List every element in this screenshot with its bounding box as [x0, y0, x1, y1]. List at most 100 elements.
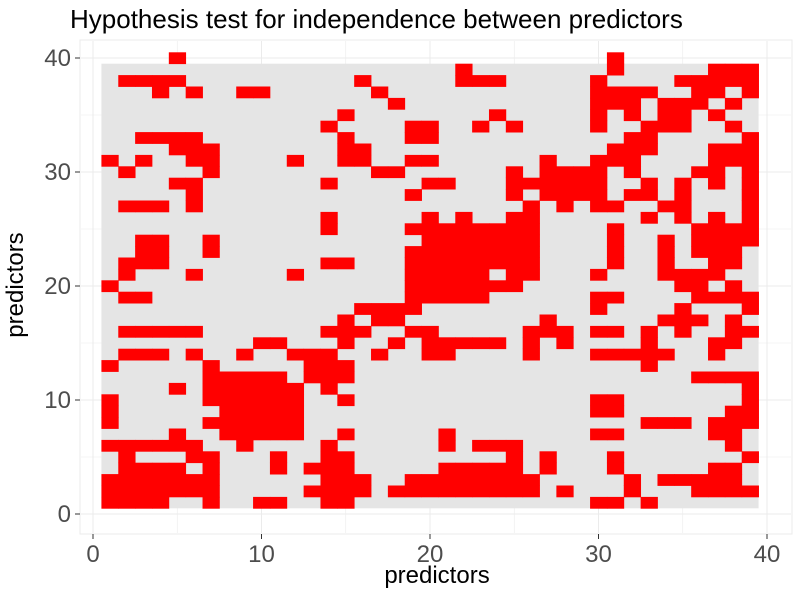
significant-tile	[606, 246, 625, 258]
significant-tile	[606, 200, 625, 213]
significant-tile	[657, 417, 675, 429]
significant-tile	[151, 246, 170, 258]
significant-tile	[657, 474, 675, 486]
significant-tile	[320, 257, 338, 270]
significant-tile	[691, 280, 709, 293]
significant-tile	[101, 474, 119, 486]
significant-tile	[269, 462, 288, 475]
significant-tile	[320, 439, 338, 452]
significant-tile	[724, 371, 743, 384]
significant-tile	[455, 485, 473, 498]
significant-tile	[320, 451, 338, 464]
significant-tile	[724, 97, 743, 110]
significant-tile	[404, 154, 422, 167]
significant-tile	[320, 177, 338, 190]
significant-tile	[724, 337, 743, 350]
significant-tile	[202, 166, 220, 179]
significant-tile	[708, 462, 726, 475]
significant-tile	[741, 189, 759, 201]
significant-tile	[236, 405, 254, 418]
significant-tile	[539, 314, 557, 327]
significant-tile	[741, 303, 759, 315]
significant-tile	[674, 120, 692, 133]
significant-tile	[505, 189, 524, 201]
significant-tile	[185, 485, 203, 498]
significant-tile	[337, 360, 355, 372]
significant-tile	[219, 417, 237, 429]
significant-tile	[724, 75, 743, 87]
significant-tile	[691, 97, 709, 110]
significant-tile	[185, 177, 203, 190]
significant-tile	[421, 177, 439, 190]
significant-tile	[590, 348, 608, 361]
significant-tile	[741, 132, 759, 144]
significant-tile	[640, 120, 658, 133]
significant-tile	[724, 417, 743, 429]
significant-tile	[185, 86, 203, 99]
significant-tile	[438, 485, 456, 498]
significant-tile	[606, 291, 625, 304]
significant-tile	[404, 280, 422, 293]
significant-tile	[404, 189, 422, 201]
y-tick-label: 20	[44, 273, 71, 300]
significant-tile	[404, 291, 422, 304]
significant-tile	[590, 75, 608, 87]
significant-tile	[741, 382, 759, 395]
significant-tile	[708, 177, 726, 190]
significant-tile	[185, 474, 203, 486]
significant-tile	[657, 268, 675, 281]
significant-tile	[404, 132, 422, 144]
significant-tile	[118, 451, 136, 464]
significant-tile	[337, 143, 355, 156]
significant-tile	[219, 394, 237, 407]
significant-tile	[404, 485, 422, 498]
significant-tile	[337, 462, 355, 475]
significant-tile	[623, 189, 642, 201]
significant-tile	[168, 462, 187, 475]
significant-tile	[135, 291, 153, 304]
significant-tile	[556, 189, 574, 201]
significant-tile	[236, 86, 254, 99]
significant-tile	[303, 462, 321, 475]
significant-tile	[472, 474, 490, 486]
significant-tile	[691, 291, 709, 304]
significant-tile	[488, 337, 507, 350]
significant-tile	[168, 177, 187, 190]
significant-tile	[590, 303, 608, 315]
significant-tile	[151, 485, 170, 498]
significant-tile	[118, 474, 136, 486]
significant-tile	[202, 371, 220, 384]
significant-tile	[320, 348, 338, 361]
significant-tile	[623, 348, 642, 361]
significant-tile	[118, 348, 136, 361]
significant-tile	[741, 485, 759, 498]
significant-tile	[708, 485, 726, 498]
significant-tile	[708, 166, 726, 179]
significant-tile	[640, 177, 658, 190]
significant-tile	[606, 405, 625, 418]
significant-tile	[657, 109, 675, 122]
significant-tile	[421, 223, 439, 236]
significant-tile	[168, 382, 187, 395]
significant-tile	[101, 417, 119, 429]
significant-tile	[556, 485, 574, 498]
significant-tile	[472, 268, 490, 281]
significant-tile	[488, 75, 507, 87]
significant-tile	[455, 257, 473, 270]
significant-tile	[320, 496, 338, 509]
significant-tile	[269, 428, 288, 441]
significant-tile	[640, 189, 658, 201]
significant-tile	[118, 268, 136, 281]
significant-tile	[387, 314, 406, 327]
significant-tile	[371, 314, 389, 327]
significant-tile	[421, 325, 439, 338]
significant-tile	[337, 132, 355, 144]
significant-tile	[472, 291, 490, 304]
significant-tile	[522, 177, 540, 190]
significant-tile	[488, 462, 507, 475]
significant-tile	[202, 143, 220, 156]
significant-tile	[236, 394, 254, 407]
significant-tile	[185, 325, 203, 338]
significant-tile	[151, 234, 170, 247]
